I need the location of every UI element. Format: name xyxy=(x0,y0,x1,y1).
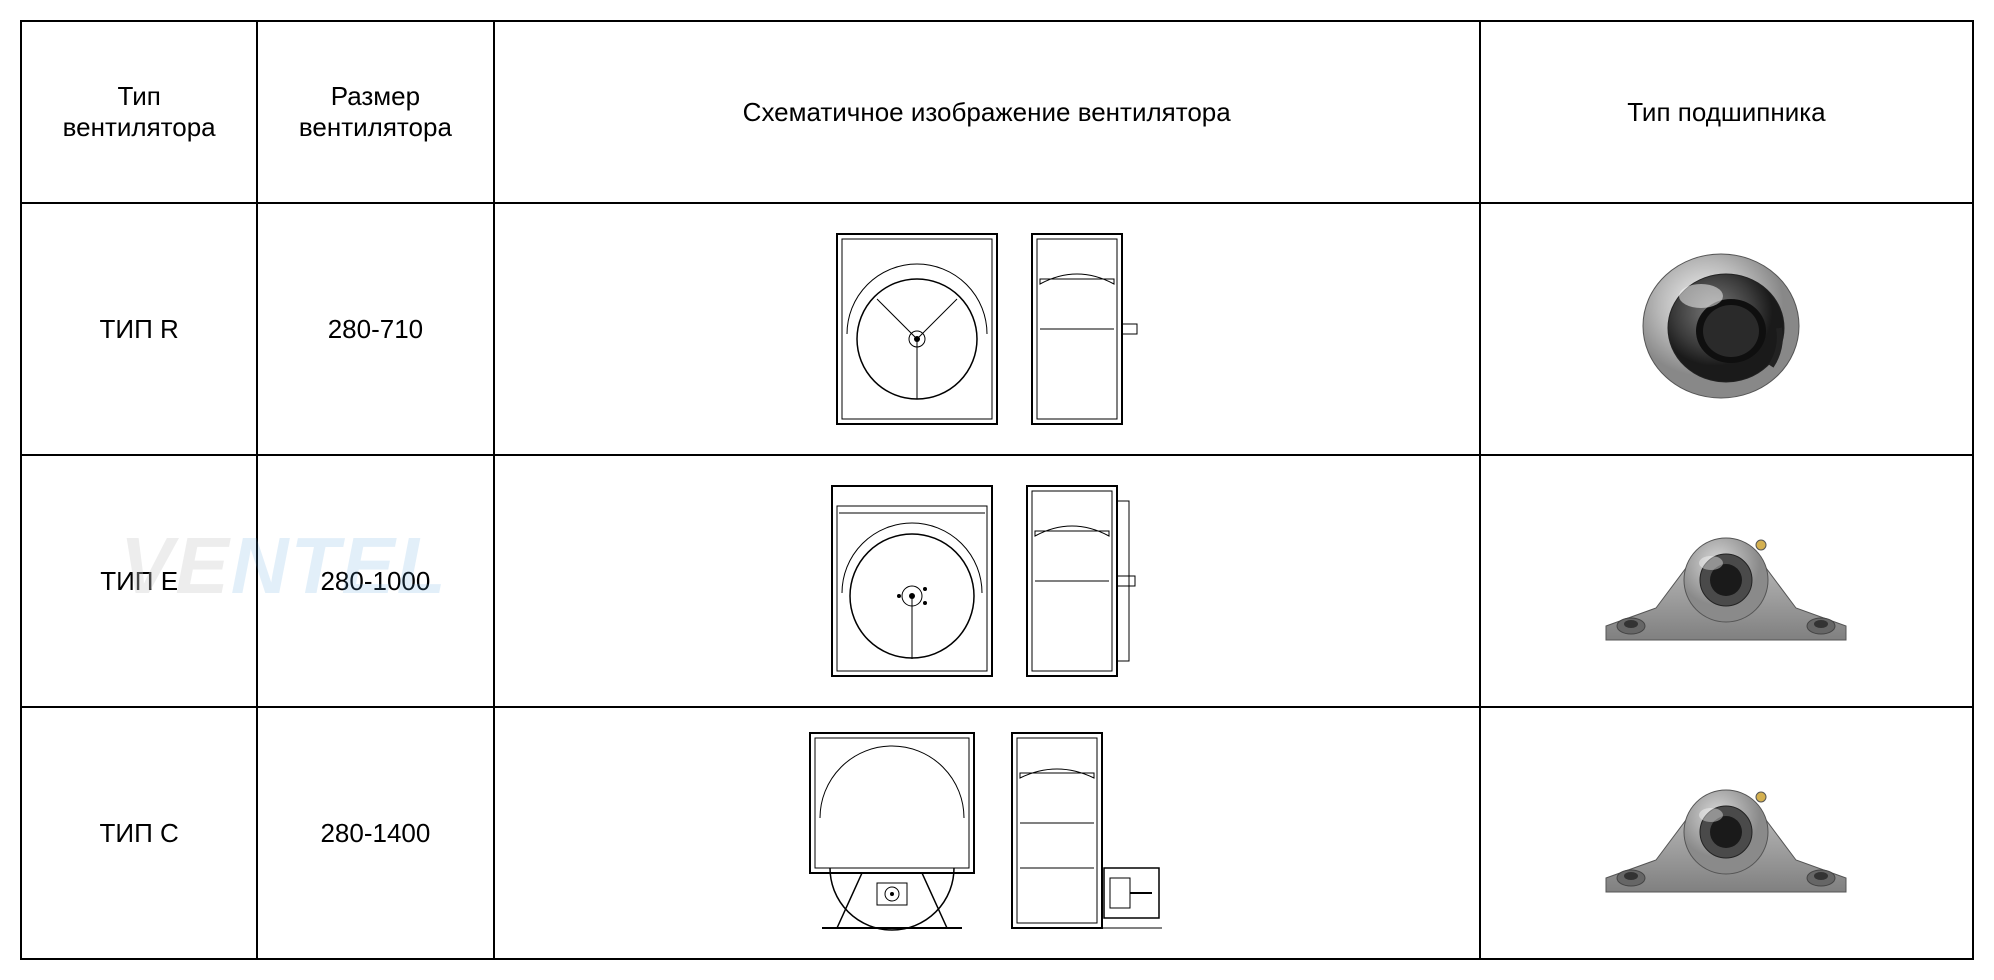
fan-type-value: ТИП R xyxy=(100,314,179,344)
pillow-bearing-icon xyxy=(1596,760,1856,900)
schematic-container xyxy=(505,728,1469,938)
header-bearing: Тип подшипника xyxy=(1480,21,1973,203)
fan-side-view-icon xyxy=(1017,481,1147,681)
header-fan-type: Типвентилятора xyxy=(21,21,257,203)
fan-side-view-icon xyxy=(1002,728,1172,938)
cell-fan-size: 280-1400 xyxy=(257,707,493,959)
cell-schematic xyxy=(494,707,1480,959)
cell-fan-size: 280-710 xyxy=(257,203,493,455)
header-label: Типвентилятора xyxy=(63,81,216,142)
insert-bearing-icon xyxy=(1631,246,1821,406)
table-row: ТИП C 280-1400 xyxy=(21,707,1973,959)
cell-fan-type: ТИП E xyxy=(21,455,257,707)
header-label: Размервентилятора xyxy=(299,81,452,142)
cell-schematic xyxy=(494,455,1480,707)
header-label: Схематичное изображение вентилятора xyxy=(743,97,1231,127)
header-fan-size: Размервентилятора xyxy=(257,21,493,203)
fan-type-value: ТИП C xyxy=(100,818,179,848)
cell-bearing xyxy=(1480,203,1973,455)
table-row: ТИП E 280-1000 xyxy=(21,455,1973,707)
fan-size-value: 280-1400 xyxy=(320,818,430,848)
cell-fan-type: ТИП C xyxy=(21,707,257,959)
schematic-container xyxy=(505,229,1469,429)
fan-size-value: 280-1000 xyxy=(320,566,430,596)
cell-fan-size: 280-1000 xyxy=(257,455,493,707)
cell-bearing xyxy=(1480,455,1973,707)
table-row: ТИП R 280-710 xyxy=(21,203,1973,455)
header-label: Тип подшипника xyxy=(1627,97,1825,127)
fan-front-view-icon xyxy=(802,728,982,938)
cell-fan-type: ТИП R xyxy=(21,203,257,455)
table-header-row: Типвентилятора Размервентилятора Схемати… xyxy=(21,21,1973,203)
fan-front-view-icon xyxy=(832,229,1002,429)
fan-specification-table: Типвентилятора Размервентилятора Схемати… xyxy=(20,20,1974,960)
cell-bearing xyxy=(1480,707,1973,959)
cell-schematic xyxy=(494,203,1480,455)
fan-size-value: 280-710 xyxy=(328,314,423,344)
fan-front-view-icon xyxy=(827,481,997,681)
schematic-container xyxy=(505,481,1469,681)
fan-type-value: ТИП E xyxy=(100,566,178,596)
fan-side-view-icon xyxy=(1022,229,1142,429)
header-schematic: Схематичное изображение вентилятора xyxy=(494,21,1480,203)
pillow-bearing-icon xyxy=(1596,508,1856,648)
